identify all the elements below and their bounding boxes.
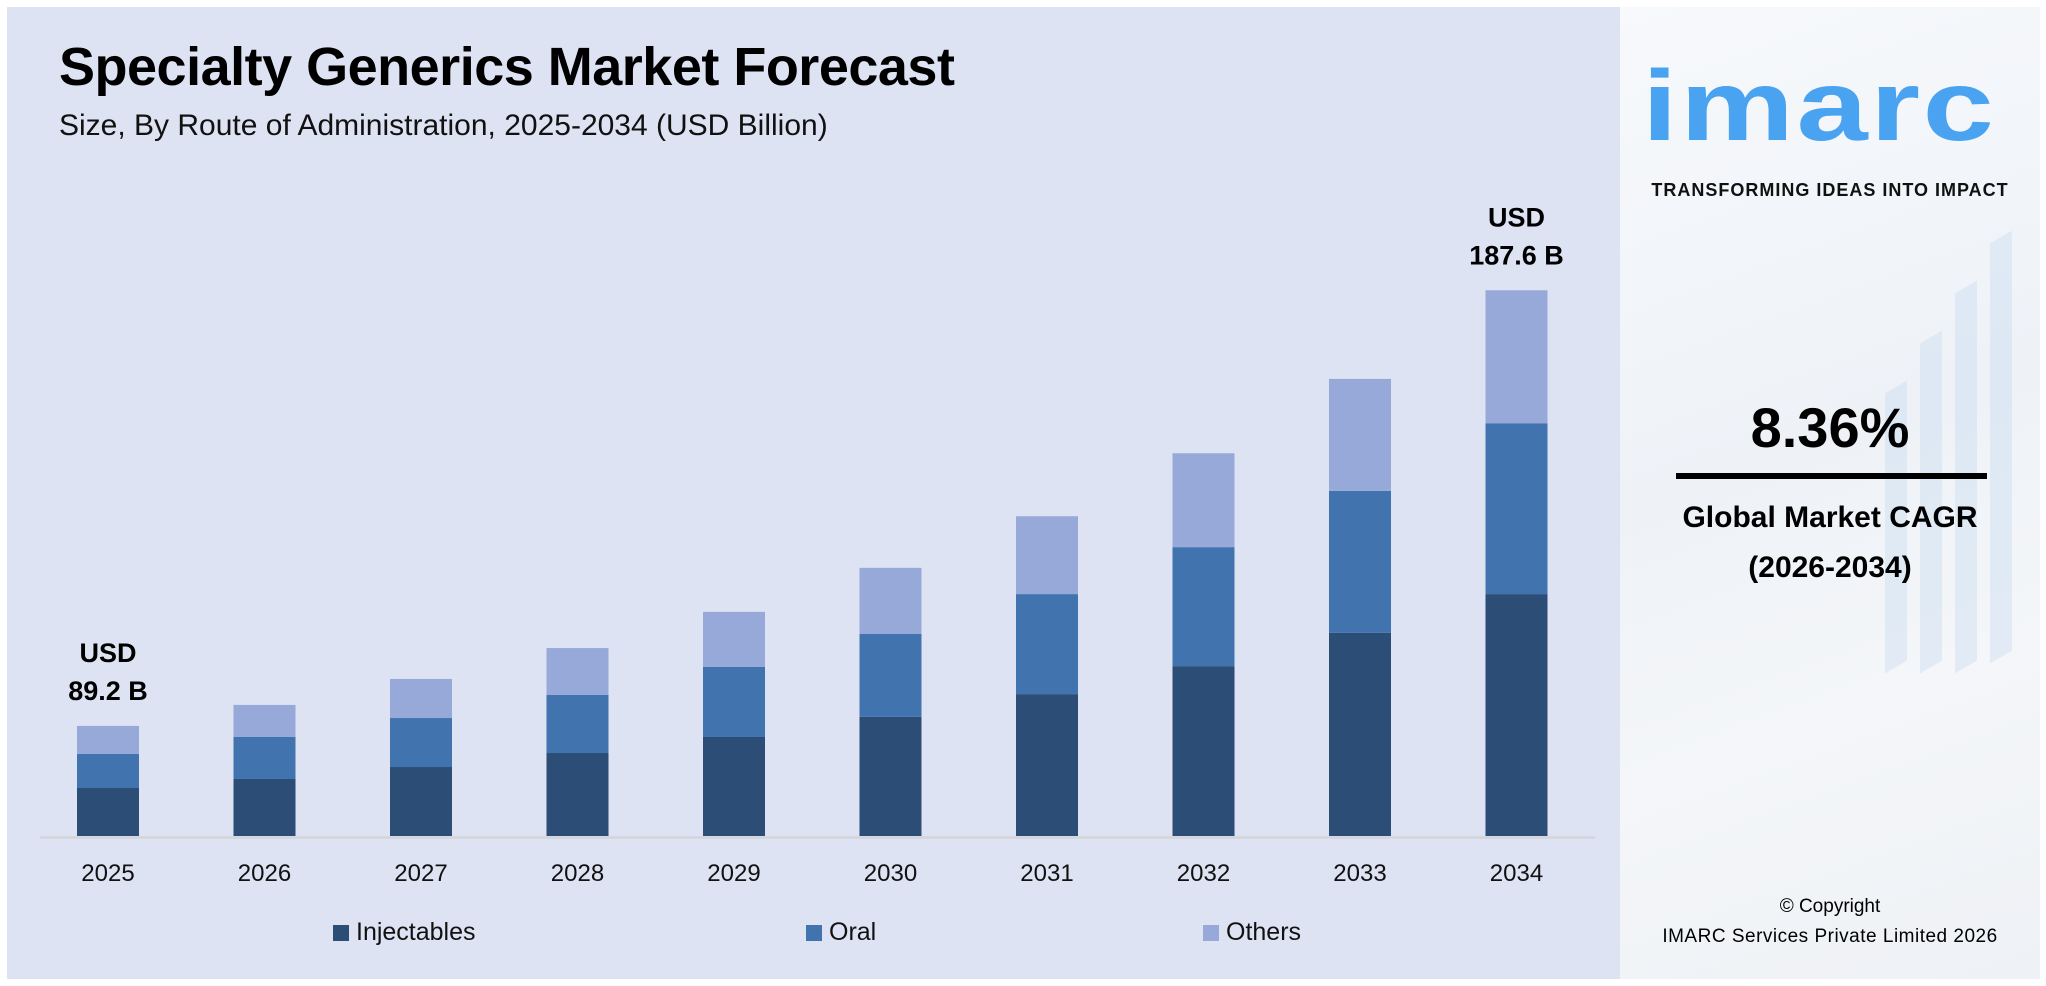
x-tick-label: 2026 bbox=[238, 860, 291, 887]
bar-oral-2030 bbox=[859, 633, 922, 717]
bar-others-2034 bbox=[1485, 290, 1548, 424]
bar-oral-2028 bbox=[546, 694, 609, 754]
logo-tagline: TRANSFORMING IDEAS INTO IMPACT bbox=[1651, 180, 2009, 200]
x-tick-label: 2028 bbox=[551, 860, 604, 887]
bar-injectables-2030 bbox=[859, 716, 922, 837]
annotations: USD 89.2 B USD 187.6 B bbox=[68, 202, 1564, 706]
x-tick-label: 2029 bbox=[707, 860, 760, 887]
cagr-label: Global Market CAGR bbox=[1682, 501, 1978, 534]
legend-item-oral: Oral bbox=[806, 918, 876, 947]
bar-injectables-2033 bbox=[1329, 632, 1391, 837]
bar-oral-2032 bbox=[1172, 547, 1235, 667]
bar-oral-2029 bbox=[703, 666, 765, 737]
cagr-value: 8.36% bbox=[1750, 396, 1910, 459]
legend-label: Injectables bbox=[356, 918, 476, 946]
x-tick-label: 2033 bbox=[1333, 860, 1386, 887]
data-label-2025-currency: USD bbox=[79, 638, 136, 668]
bar-others-2025 bbox=[77, 725, 139, 754]
bar-injectables-2031 bbox=[1016, 694, 1078, 837]
imarc-logo: imarc bbox=[1642, 50, 1997, 162]
bar-others-2026 bbox=[233, 704, 296, 737]
bars-group bbox=[77, 290, 1548, 837]
x-tick-label: 2025 bbox=[81, 860, 134, 887]
x-tick-label: 2030 bbox=[864, 860, 917, 887]
bar-oral-2026 bbox=[233, 736, 296, 779]
data-label-2034-currency: USD bbox=[1488, 202, 1545, 232]
data-label-2034-value: 187.6 B bbox=[1469, 240, 1564, 270]
bar-oral-2033 bbox=[1329, 490, 1391, 633]
bar-others-2027 bbox=[390, 678, 452, 719]
bar-injectables-2029 bbox=[703, 736, 765, 837]
bar-injectables-2034 bbox=[1485, 594, 1548, 837]
bar-oral-2027 bbox=[390, 718, 452, 768]
copyright-text: © Copyright bbox=[1779, 896, 1881, 917]
chart-subtitle: Size, By Route of Administration, 2025-2… bbox=[59, 109, 828, 142]
legend-label: Others bbox=[1226, 918, 1302, 946]
legend-swatch-oral bbox=[806, 924, 822, 941]
bar-injectables-2027 bbox=[390, 767, 452, 837]
side-panel: imarc TRANSFORMING IDEAS INTO IMPACT 8.3… bbox=[1620, 7, 2040, 979]
bar-others-2032 bbox=[1172, 453, 1235, 548]
bar-others-2031 bbox=[1016, 516, 1078, 595]
x-tick-label: 2032 bbox=[1177, 860, 1230, 887]
bar-oral-2031 bbox=[1016, 594, 1078, 695]
bar-others-2029 bbox=[703, 611, 765, 667]
legend-swatch-injectables bbox=[333, 924, 349, 941]
legend-item-others: Others bbox=[1203, 918, 1301, 947]
bar-others-2028 bbox=[546, 648, 609, 695]
legend-item-injectables: Injectables bbox=[333, 918, 476, 947]
cagr-divider bbox=[1676, 473, 1987, 479]
bar-injectables-2025 bbox=[77, 788, 139, 837]
chart-plot: 2025 2026 2027 2028 2029 2030 2031 2032 2033 2034… bbox=[40, 202, 1595, 887]
bar-injectables-2026 bbox=[233, 778, 296, 837]
legend-swatch-others bbox=[1203, 924, 1219, 941]
x-tick-label: 2034 bbox=[1490, 860, 1543, 887]
chart-title: Specialty Generics Market Forecast bbox=[59, 37, 955, 97]
cagr-period: (2026-2034) bbox=[1748, 551, 1912, 584]
bar-others-2033 bbox=[1329, 378, 1391, 491]
bar-injectables-2032 bbox=[1172, 666, 1235, 837]
x-tick-label: 2031 bbox=[1020, 860, 1073, 887]
bar-oral-2025 bbox=[77, 753, 139, 789]
company-text: IMARC Services Private Limited 2026 bbox=[1662, 926, 1998, 947]
bar-others-2030 bbox=[859, 567, 922, 634]
x-tick-labels: 2025 2026 2027 2028 2029 2030 2031 2032 2033 2034 bbox=[81, 860, 1543, 887]
data-label-2025-value: 89.2 B bbox=[68, 676, 148, 706]
bar-oral-2034 bbox=[1485, 423, 1548, 595]
x-tick-label: 2027 bbox=[394, 860, 447, 887]
legend-label: Oral bbox=[829, 918, 877, 946]
bar-injectables-2028 bbox=[546, 753, 609, 837]
